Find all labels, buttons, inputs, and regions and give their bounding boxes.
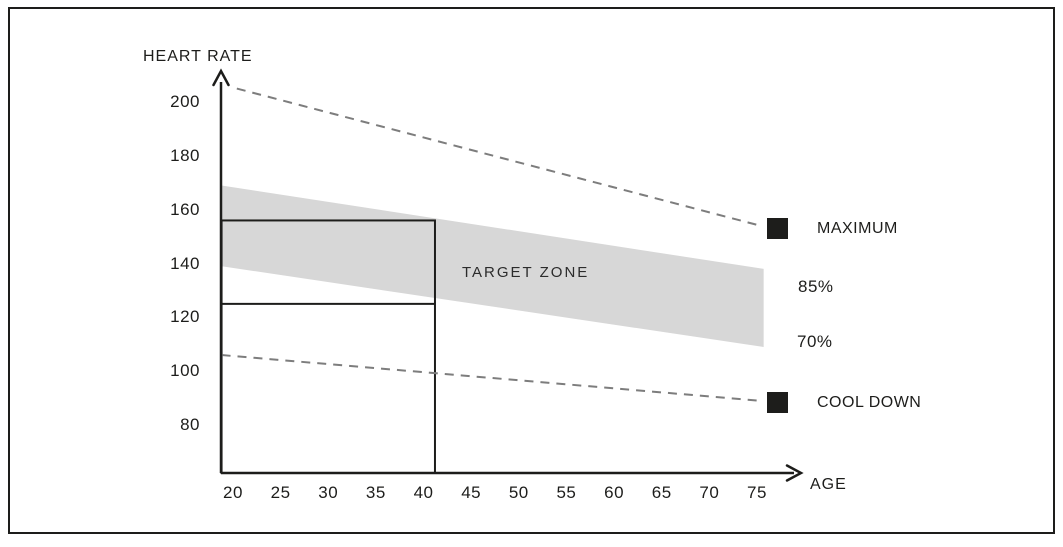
- cool-down-marker-square-icon: [767, 392, 788, 413]
- x-tick-label: 40: [413, 483, 434, 502]
- x-tick-label: 20: [223, 483, 243, 502]
- y-tick-label: 200: [170, 92, 200, 111]
- y-axis-title: HEART RATE: [143, 48, 253, 65]
- x-tick-label: 60: [604, 483, 625, 502]
- y-tick-label: 100: [170, 361, 200, 381]
- target-zone-label: TARGET ZONE: [462, 264, 590, 281]
- band-upper-percent-label: 85%: [798, 277, 834, 296]
- band-layer: [221, 185, 764, 347]
- x-tick-label: 25: [270, 483, 291, 502]
- x-tick-label: 35: [365, 483, 386, 502]
- cool-down-line: [221, 354, 761, 402]
- x-tick-label: 50: [508, 483, 529, 502]
- maximum-label: MAXIMUM: [817, 220, 898, 237]
- x-axis-arrowhead-icon: [785, 464, 804, 482]
- y-tick-label: 140: [170, 253, 200, 273]
- cool-down-label: COOL DOWN: [817, 394, 922, 411]
- x-tick-label: 30: [318, 483, 339, 502]
- series-layer: [221, 87, 762, 402]
- x-tick-label: 65: [651, 483, 672, 502]
- x-tick-label: 55: [556, 483, 577, 502]
- maximum-marker-square-icon: [767, 218, 788, 239]
- x-axis-title: AGE: [810, 476, 847, 493]
- legend-cool-down: COOL DOWN: [767, 392, 921, 413]
- x-tick-label: 70: [699, 483, 720, 502]
- y-tick-label: 160: [170, 199, 200, 219]
- y-tick-label: 120: [170, 307, 200, 327]
- y-axis-arrowhead-icon: [212, 68, 230, 87]
- target-zone-band: [221, 185, 764, 347]
- legend-maximum: MAXIMUM: [767, 218, 898, 239]
- band-lower-percent-label: 70%: [797, 332, 833, 351]
- x-tick-label: 75: [747, 483, 767, 502]
- axes-layer: [212, 68, 804, 482]
- maximum-line: [236, 87, 762, 227]
- y-tick-label: 180: [170, 145, 200, 165]
- y-tick-label: 80: [180, 415, 200, 435]
- x-tick-label: 45: [461, 483, 482, 502]
